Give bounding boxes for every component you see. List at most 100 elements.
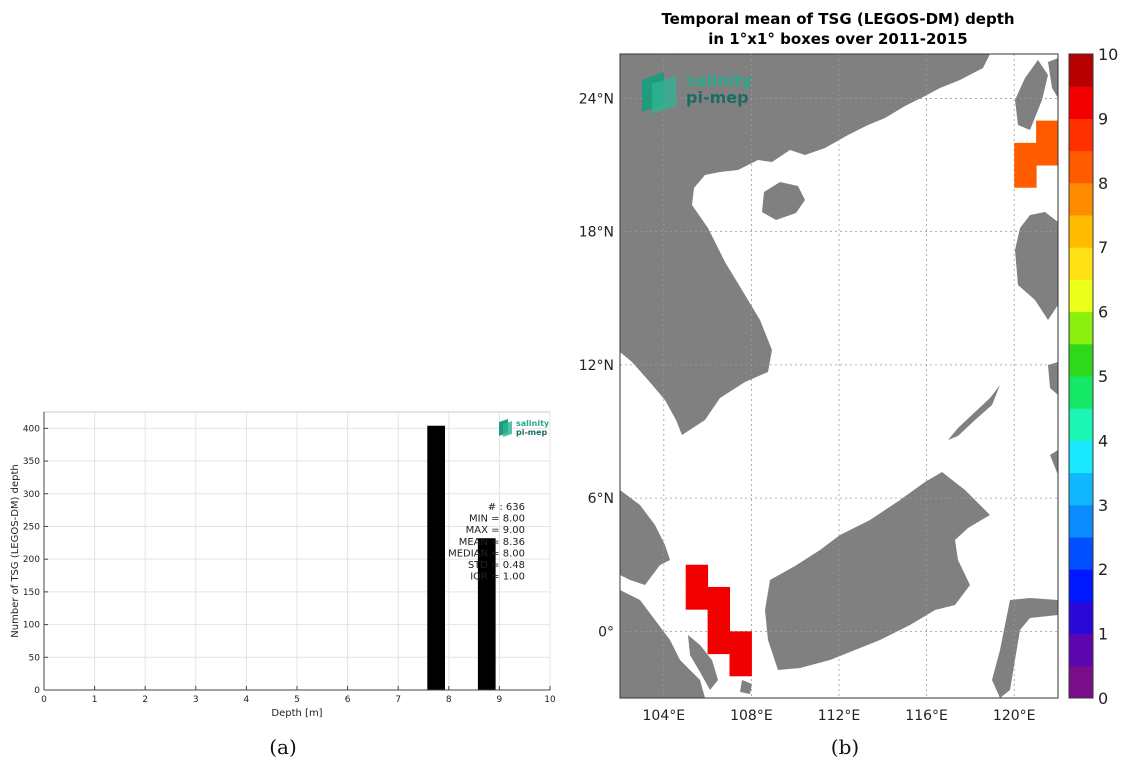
map-data-cell (1036, 120, 1058, 144)
histogram-y-label: Number of TSG (LEGOS-DM) depth (10, 464, 21, 637)
land-borneo (765, 472, 990, 670)
land-luzon (1015, 212, 1058, 320)
colorbar-segment (1069, 279, 1093, 313)
land-islet (1048, 362, 1058, 395)
land-hainan (762, 182, 805, 220)
map-land (620, 54, 1058, 698)
map-data-cell (707, 609, 730, 632)
land-sumatra-south (620, 590, 705, 698)
map-title: Temporal mean of TSG (LEGOS-DM) depth (661, 10, 1014, 28)
land-palawan (948, 385, 1000, 440)
land-asia-mainland (620, 54, 990, 435)
histogram-y-ticks: 0 50 100 150 200 250 300 350 400 (23, 424, 48, 696)
colorbar-tick-label: 1 (1098, 625, 1108, 644)
lat-tick-label: 18°N (579, 225, 614, 241)
map-data-cell (685, 586, 709, 610)
salinity-pi-mep-logo: salinity pi-mep (642, 71, 753, 114)
y-tick-label: 200 (23, 555, 40, 565)
x-tick-label: 8 (446, 695, 452, 705)
colorbar: 0 1 2 3 4 5 6 7 8 9 10 (1068, 45, 1118, 708)
y-tick-label: 350 (23, 457, 40, 467)
panel-caption-a: (a) (269, 735, 297, 759)
colorbar-segment (1069, 569, 1093, 602)
map-frame (619, 53, 1059, 699)
colorbar-segment (1069, 633, 1093, 667)
x-tick-label: 0 (41, 695, 47, 705)
map-data-cell (685, 564, 709, 588)
y-tick-label: 150 (23, 588, 40, 598)
stats-line: MEAN = 8.36 (459, 537, 525, 548)
colorbar-tick-label: 8 (1098, 174, 1108, 193)
colorbar-segment (1069, 665, 1093, 699)
colorbar-tick-label: 2 (1098, 560, 1108, 579)
x-tick-label: 2 (142, 695, 148, 705)
y-tick-label: 400 (23, 424, 40, 434)
map-panel: Temporal mean of TSG (LEGOS-DM) depth in… (579, 10, 1119, 724)
colorbar-segment (1069, 376, 1093, 409)
map-lon-ticks: 104°E 108°E 112°E 116°E 120°E (643, 708, 1036, 724)
colorbar-segment (1069, 537, 1093, 570)
y-tick-label: 300 (23, 490, 40, 500)
colorbar-segment (1069, 440, 1093, 474)
logo-text-line2: pi-mep (516, 428, 548, 437)
colorbar-tick-label: 4 (1098, 431, 1108, 450)
land-islet (1050, 450, 1058, 475)
logo-text-line2: pi-mep (686, 88, 749, 107)
salinity-pi-mep-logo: salinity pi-mep (499, 419, 550, 437)
y-tick-label: 50 (29, 653, 41, 663)
colorbar-tick-label: 10 (1098, 45, 1118, 64)
histogram-x-label: Depth [m] (271, 708, 322, 719)
x-tick-label: 4 (244, 695, 250, 705)
stats-line: MEDIAN = 8.00 (448, 548, 525, 559)
map-data-cell (1014, 165, 1037, 188)
lat-tick-label: 12°N (579, 358, 614, 374)
colorbar-tick-label: 3 (1098, 496, 1108, 515)
map-data-cell (1014, 142, 1037, 166)
stats-line: IQR = 1.00 (470, 572, 525, 583)
map-grid (620, 54, 1058, 698)
land-bangka (688, 635, 718, 690)
lon-tick-label: 120°E (993, 708, 1036, 724)
colorbar-segment (1069, 472, 1093, 506)
land-taiwan (1015, 60, 1048, 130)
colorbar-frame (1068, 53, 1094, 699)
colorbar-segment (1069, 150, 1093, 184)
lon-tick-label: 116°E (905, 708, 948, 724)
stats-line: # : 636 (488, 502, 525, 513)
map-data-cell (707, 631, 730, 655)
logo-text-line1: salinity (516, 419, 550, 428)
lat-tick-label: 6°N (588, 491, 614, 507)
map-data-cells (685, 120, 1058, 677)
logo-mark-icon (503, 421, 512, 437)
logo-text-line1: salinity (686, 71, 753, 90)
x-tick-label: 5 (294, 695, 300, 705)
lon-tick-label: 112°E (818, 708, 861, 724)
stats-line: MIN = 8.00 (469, 514, 525, 525)
lon-tick-label: 104°E (643, 708, 686, 724)
colorbar-segment (1069, 343, 1093, 377)
colorbar-tick-label: 0 (1098, 689, 1108, 708)
colorbar-segment (1069, 504, 1093, 538)
colorbar-segment (1069, 408, 1093, 441)
land-sumatra (620, 490, 670, 585)
x-tick-label: 10 (544, 695, 556, 705)
lon-tick-label: 108°E (730, 708, 773, 724)
stats-line: STD = 0.48 (468, 560, 525, 571)
colorbar-segment (1069, 215, 1093, 248)
x-tick-label: 3 (193, 695, 199, 705)
colorbar-segment (1069, 86, 1093, 119)
histogram-bars (427, 425, 496, 690)
map-data-cell (729, 631, 752, 655)
land-belitung (740, 680, 752, 694)
histogram-bar (477, 538, 496, 690)
colorbar-tick-label: 9 (1098, 109, 1108, 128)
land-sulawesi (992, 598, 1058, 698)
x-tick-label: 9 (497, 695, 503, 705)
map-data-cell (1036, 142, 1058, 166)
colorbar-tick-label: 7 (1098, 238, 1108, 257)
map-data-cell (729, 653, 752, 677)
histogram-panel: 0 1 2 3 4 5 6 7 8 9 10 0 50 100 150 200 250 300 350 400 De… (10, 411, 556, 719)
logo-mark-icon (652, 76, 676, 114)
